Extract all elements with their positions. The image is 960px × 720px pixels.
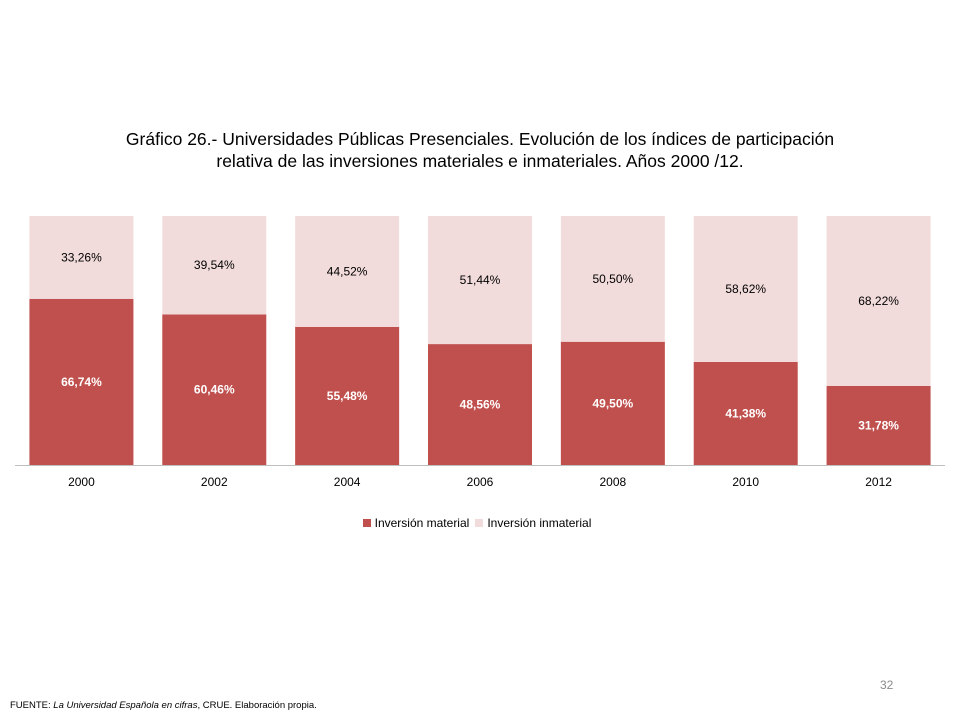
legend-item-inmaterial: Inversión inmaterial [475,516,591,530]
bar-inmaterial-2000 [29,216,134,299]
x-tick-label-2008: 2008 [600,475,627,489]
page-number: 32 [880,678,894,692]
bar-material-2006 [428,344,532,465]
footer-prefix: FUENTE: [10,700,54,711]
data-label-inmaterial-2002: 39,54% [194,258,235,272]
data-label-material-2006: 48,56% [460,398,501,412]
source-footer: FUENTE: La Universidad Española en cifra… [10,700,317,711]
data-label-inmaterial-2006: 51,44% [460,273,501,287]
data-label-material-2000: 66,74% [61,375,102,389]
data-label-material-2010: 41,38% [725,406,766,420]
data-label-inmaterial-2004: 44,52% [327,264,368,278]
data-label-inmaterial-2008: 50,50% [593,272,634,286]
data-label-inmaterial-2000: 33,26% [61,250,102,264]
x-tick-label-2010: 2010 [732,475,759,489]
chart-title-line-1: Gráfico 26.- Universidades Públicas Pres… [125,129,835,149]
legend-label-inmaterial: Inversión inmaterial [487,516,592,530]
bar-inmaterial-2006 [428,216,532,345]
footer-suffix: , CRUE. Elaboración propia. [197,700,317,711]
bar-inmaterial-2004 [295,216,400,327]
x-tick-label-2012: 2012 [865,475,892,489]
legend-swatch-material [362,519,371,527]
bar-material-2004 [295,326,400,465]
legend-item-material: Inversión material [362,516,470,530]
x-tick-label-2004: 2004 [334,475,361,489]
bar-material-2012 [826,385,931,465]
legend-label-material: Inversión material [374,516,470,530]
x-tick-label-2006: 2006 [467,475,494,489]
chart-legend: Inversión material Inversión inmaterial [0,516,960,530]
bar-inmaterial-2010 [693,216,798,362]
x-tick-label-2002: 2002 [201,475,228,489]
bar-inmaterial-2008 [560,216,665,342]
data-label-inmaterial-2010: 58,62% [725,282,766,296]
x-tick-label-2000: 2000 [68,475,95,489]
data-label-material-2012: 31,78% [858,418,899,432]
data-label-material-2004: 55,48% [327,389,368,403]
data-label-material-2008: 49,50% [593,396,634,410]
chart-title: Gráfico 26.- Universidades Públicas Pres… [40,128,920,172]
bar-inmaterial-2012 [826,216,931,386]
bar-material-2008 [560,341,665,465]
footer-source: La Universidad Española en cifras [53,700,198,711]
legend-swatch-inmaterial [475,519,484,527]
bar-material-2002 [162,314,267,465]
data-label-material-2002: 60,46% [194,383,235,397]
data-label-inmaterial-2012: 68,22% [858,294,899,308]
bar-inmaterial-2002 [162,216,267,315]
bar-material-2010 [693,361,798,465]
bar-material-2000 [29,298,134,465]
chart-title-line-2: relativa de las inversiones materiales e… [216,151,744,171]
